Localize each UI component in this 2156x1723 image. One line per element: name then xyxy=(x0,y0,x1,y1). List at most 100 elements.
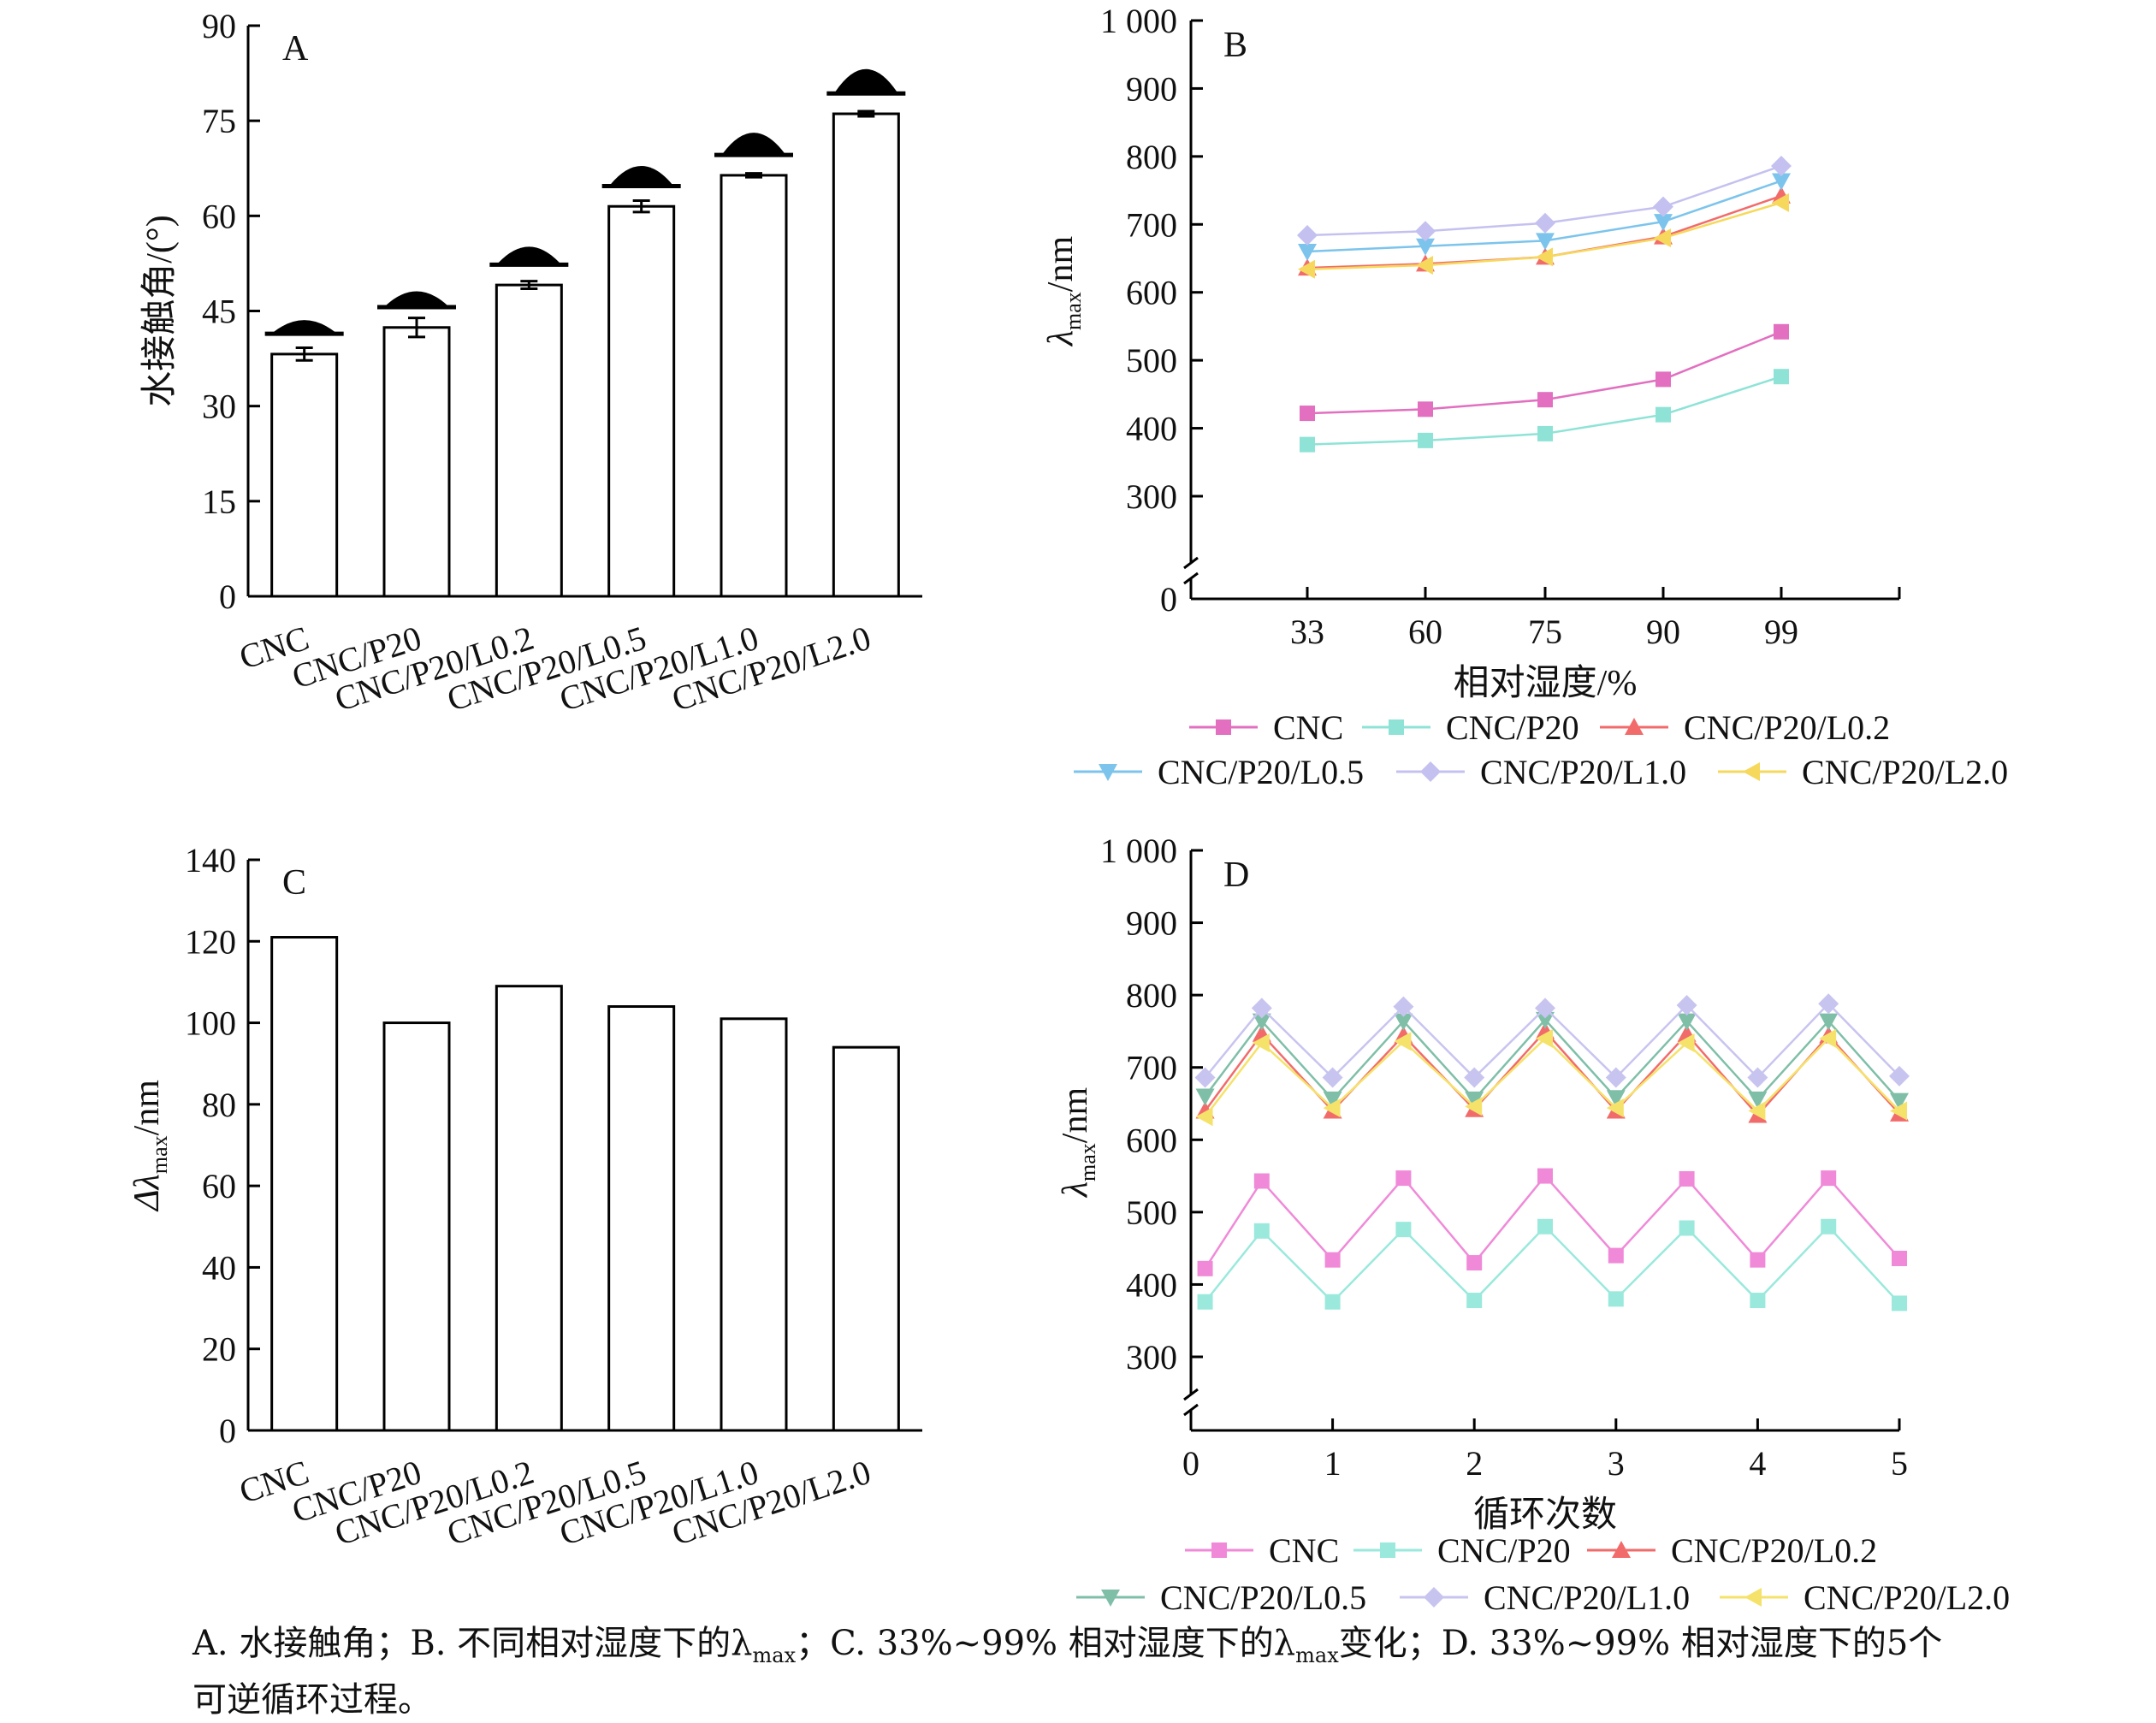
x-axis-label: 相对湿度/% xyxy=(1454,664,1638,703)
bar-cnc-p20-l0-5 xyxy=(607,204,676,598)
point-cnc-p20 xyxy=(1197,1294,1213,1310)
point-cnc-p20-l2-0 xyxy=(1536,1028,1553,1048)
point-cnc-p20-l2-0 xyxy=(1890,1101,1907,1121)
bar-cnc-p20-l2-0 xyxy=(832,112,900,598)
point-cnc xyxy=(1608,1247,1624,1264)
y-tick-label: 700 xyxy=(1126,205,1177,244)
point-cnc-p20 xyxy=(1750,1293,1766,1309)
legend-label-cnc-p20-l2-0: CNC/P20/L2.0 xyxy=(1802,753,2008,791)
point-cnc xyxy=(1253,1173,1270,1189)
point-cnc-p20-l1-0 xyxy=(1393,996,1414,1017)
point-cnc xyxy=(1466,1255,1483,1271)
legend-marker-cnc-p20-l0-2 xyxy=(1612,1541,1631,1558)
y-tick-label: 400 xyxy=(1126,410,1177,448)
point-cnc-p20 xyxy=(1253,1223,1270,1239)
legend-marker-cnc-p20-l2-0 xyxy=(1744,1588,1762,1607)
point-cnc-p20-l2-0 xyxy=(1606,1098,1624,1118)
x-tick-label: 2 xyxy=(1466,1444,1483,1483)
x-tick-label: 33 xyxy=(1290,613,1324,651)
point-cnc-p20-l0-5 xyxy=(1298,244,1317,262)
point-cnc-p20-l0-5 xyxy=(1654,214,1673,232)
y-tick-label: 0 xyxy=(219,577,236,616)
legend-label-cnc: CNC xyxy=(1269,1531,1339,1570)
y-axis-label: λmax/nm xyxy=(1041,236,1086,348)
y-tick-label: 0 xyxy=(1160,580,1177,619)
point-cnc-p20 xyxy=(1537,1218,1553,1235)
point-cnc-p20-l2-0 xyxy=(1465,1097,1483,1116)
point-cnc-p20-l2-0 xyxy=(1819,1028,1837,1048)
bar-cnc xyxy=(270,352,339,598)
y-tick-label: 600 xyxy=(1126,274,1177,312)
point-cnc-p20-l2-0 xyxy=(1195,1107,1213,1127)
y-tick-label: 800 xyxy=(1126,138,1177,176)
panel-letter: D xyxy=(1223,856,1249,895)
point-cnc-p20-l0-5 xyxy=(1772,173,1791,191)
point-cnc-p20-l1-0 xyxy=(1889,1065,1910,1086)
panel-c: 020406080100120140CNCCNC/P20CNC/P20/L0.2… xyxy=(127,841,922,1553)
point-cnc-p20 xyxy=(1679,1220,1695,1236)
y-axis-label: λmax/nm xyxy=(1056,1087,1100,1199)
y-tick-label: 100 xyxy=(185,1004,236,1043)
water-droplet xyxy=(386,291,447,306)
point-cnc xyxy=(1750,1252,1766,1268)
point-cnc xyxy=(1821,1170,1837,1187)
x-tick-label: 60 xyxy=(1408,613,1442,651)
legend-label-cnc-p20-l1-0: CNC/P20/L1.0 xyxy=(1484,1578,1690,1617)
legend-label-cnc-p20-l0-2: CNC/P20/L0.2 xyxy=(1671,1531,1877,1570)
y-tick-label: 90 xyxy=(202,7,236,45)
y-tick-label: 30 xyxy=(202,388,236,426)
point-cnc-p20-l2-0 xyxy=(1772,192,1789,212)
legend-marker-cnc-p20-l0-5 xyxy=(1099,764,1117,781)
bar-cnc-p20-l2-0 xyxy=(832,1045,900,1432)
point-cnc-p20 xyxy=(1774,369,1789,385)
point-cnc xyxy=(1197,1260,1213,1276)
point-cnc-p20-l1-0 xyxy=(1194,1067,1216,1088)
point-cnc-p20-l2-0 xyxy=(1298,259,1315,279)
bar-cnc-p20-l1-0 xyxy=(720,1017,788,1432)
y-tick-label: 140 xyxy=(185,841,236,879)
series-line-cnc-p20-l2-0 xyxy=(1204,1037,1900,1117)
y-label-tail: /nm xyxy=(127,1080,167,1136)
point-cnc-p20-l1-0 xyxy=(1653,196,1673,217)
legend-marker-cnc-p20-l0-5 xyxy=(1101,1590,1120,1607)
point-cnc xyxy=(1537,392,1553,408)
point-cnc xyxy=(1324,1252,1341,1268)
point-cnc-p20-l1-0 xyxy=(1747,1067,1768,1088)
point-cnc xyxy=(1395,1170,1412,1187)
point-cnc-p20-l1-0 xyxy=(1676,994,1697,1015)
y-tick-label: 75 xyxy=(202,102,236,140)
point-cnc-p20 xyxy=(1466,1293,1483,1309)
water-droplet xyxy=(835,68,897,92)
figure-caption: A. 水接触角；B. 不同相对湿度下的λmax；C. 33%~99% 相对湿度下… xyxy=(192,1621,2075,1722)
axis-break-mark xyxy=(1183,571,1199,585)
point-cnc-p20-l0-5 xyxy=(1748,1091,1768,1109)
point-cnc-p20-l2-0 xyxy=(1654,228,1671,248)
x-tick-label: 5 xyxy=(1891,1444,1908,1483)
panel-b: 0 300 400 500 600 700 800 900 1 000 33 60 75 90 99 B 相对… xyxy=(1041,2,2008,791)
y-tick-label: 1 000 xyxy=(1100,2,1177,40)
legend-label-cnc-p20: CNC/P20 xyxy=(1446,708,1579,747)
y-tick-label: 900 xyxy=(1126,904,1177,943)
x-tick-label: 90 xyxy=(1646,613,1680,651)
legend-label-cnc-p20-l1-0: CNC/P20/L1.0 xyxy=(1480,753,1686,791)
point-cnc-p20-l0-5 xyxy=(1252,1013,1271,1031)
x-tick-label: 0 xyxy=(1182,1444,1199,1483)
point-cnc-p20-l2-0 xyxy=(1536,247,1553,267)
water-droplet xyxy=(498,246,560,263)
point-cnc-p20-l2-0 xyxy=(1748,1101,1766,1121)
axis-break-mark xyxy=(1183,1388,1199,1401)
legend-marker-cnc xyxy=(1211,1542,1227,1558)
panel-a: 0153045607590CNCCNC/P20CNC/P20/L0.2CNC/P… xyxy=(140,7,922,719)
y-tick-label: 80 xyxy=(202,1086,236,1124)
y-tick-label: 15 xyxy=(202,483,236,521)
y-tick-label: 900 xyxy=(1126,69,1177,108)
point-cnc-p20-l0-5 xyxy=(1890,1092,1909,1110)
y-tick-label: 60 xyxy=(202,1167,236,1205)
point-cnc xyxy=(1300,406,1315,422)
point-cnc-p20 xyxy=(1324,1294,1341,1310)
point-cnc-p20-l1-0 xyxy=(1818,993,1839,1015)
point-cnc-p20-l1-0 xyxy=(1251,998,1272,1019)
point-cnc-p20-l1-0 xyxy=(1297,224,1318,246)
y-label-sub: max xyxy=(147,1135,172,1174)
